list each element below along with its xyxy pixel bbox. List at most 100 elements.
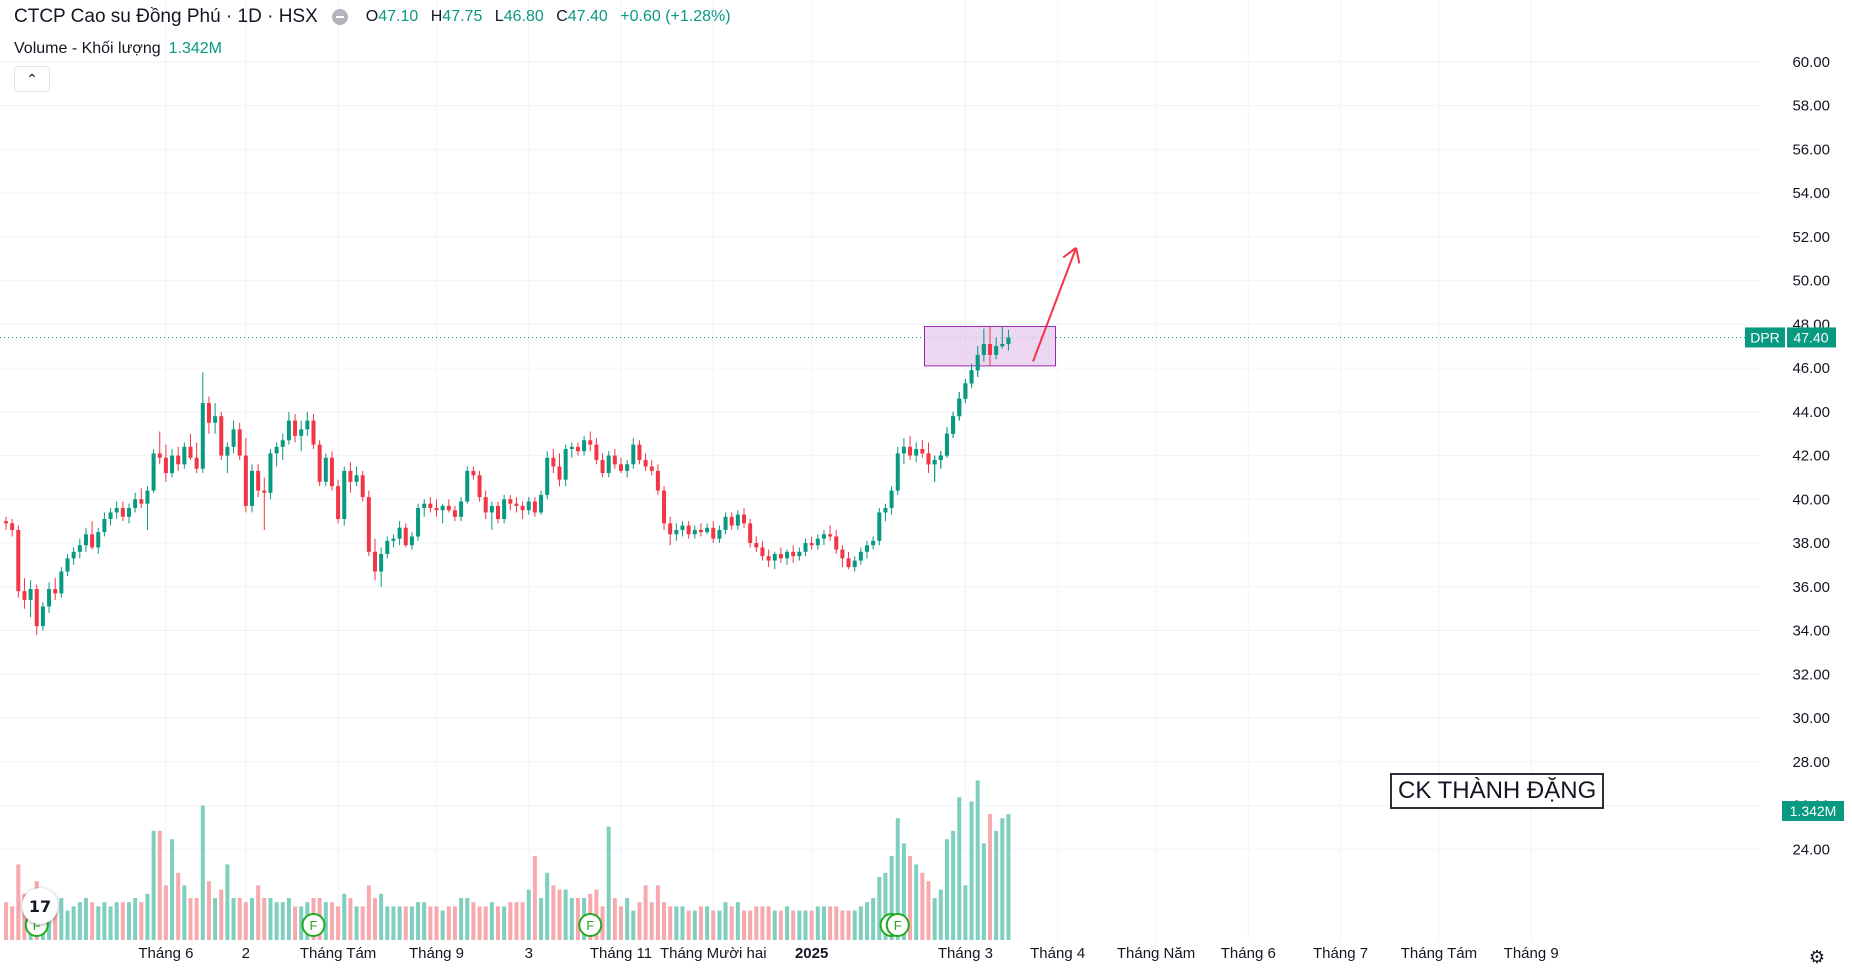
x-tick-label: Tháng 11 <box>590 945 652 962</box>
candle-body <box>397 527 402 539</box>
volume-bar <box>108 906 113 940</box>
x-tick-label: Tháng 6 <box>138 945 193 962</box>
candle-body <box>286 420 291 441</box>
trend-arrow-head <box>1062 246 1077 259</box>
candle-body <box>526 501 531 511</box>
x-tick-label: Tháng Tám <box>300 945 376 962</box>
volume-bar <box>840 910 845 940</box>
candle-body <box>323 457 328 482</box>
volume-bar <box>336 906 341 940</box>
volume-bar <box>151 830 156 940</box>
candle-body <box>649 466 654 471</box>
event-marker-label: F <box>33 918 41 933</box>
settings-gear-icon[interactable]: ⚙ <box>1808 946 1826 967</box>
volume-bar <box>748 910 753 940</box>
volume-label: Volume - Khối lượng <box>14 40 161 57</box>
candle-body <box>446 505 451 511</box>
volume-bar <box>858 906 863 940</box>
volume-bar <box>459 898 464 940</box>
candle-body <box>256 470 261 491</box>
tradingview-logo-icon[interactable]: 17 <box>22 888 58 924</box>
candle-body <box>563 449 568 480</box>
collapse-legend-button[interactable]: ⌃ <box>14 66 50 92</box>
chevron-up-icon: ⌃ <box>26 70 38 87</box>
x-tick-label: Tháng 9 <box>409 945 464 962</box>
volume-bar <box>348 898 353 940</box>
volume-bar <box>471 902 476 940</box>
volume-bar <box>114 902 119 940</box>
y-tick-label: 44.00 <box>1792 404 1830 421</box>
y-tick-label: 60.00 <box>1792 54 1830 71</box>
last-volume-label: 1.342M <box>1790 803 1837 819</box>
candle-body <box>637 444 642 460</box>
y-tick-label: 24.00 <box>1792 841 1830 858</box>
y-tick-label: 34.00 <box>1792 623 1830 640</box>
candle-body <box>108 512 113 519</box>
y-tick-label: 46.00 <box>1792 360 1830 377</box>
y-tick-label: 30.00 <box>1792 710 1830 727</box>
candle-body <box>102 518 107 533</box>
volume-bar <box>200 805 205 940</box>
volume-bar <box>692 910 697 940</box>
volume-bar <box>662 902 667 940</box>
chart-legend: CTCP Cao su Đồng Phú · 1D · HSX O47.10 H… <box>14 6 739 28</box>
volume-bar <box>96 906 101 940</box>
candle-body <box>354 475 359 482</box>
candle-body <box>299 429 304 436</box>
candle-body <box>28 588 33 600</box>
x-tick-label: Tháng 3 <box>938 945 993 962</box>
candle-body <box>373 551 377 572</box>
candle-body <box>34 588 39 627</box>
volume-bar <box>477 906 482 940</box>
volume-bar <box>403 906 408 940</box>
volume-bar <box>551 885 556 940</box>
x-tick-label: 3 <box>525 945 533 962</box>
volume-bar <box>914 864 919 940</box>
candle-body <box>791 551 796 557</box>
volume-bar <box>428 906 433 940</box>
volume-bar <box>163 885 168 940</box>
candle-body <box>631 444 636 465</box>
volume-bar <box>16 864 21 940</box>
hide-icon[interactable] <box>331 9 348 25</box>
volume-bar <box>760 906 765 940</box>
candle-body <box>16 529 21 592</box>
x-tick-label: Tháng 4 <box>1030 945 1085 962</box>
volume-bar <box>508 902 513 940</box>
volume-bar <box>299 906 304 940</box>
candle-body <box>47 588 52 607</box>
candle-body <box>194 457 199 469</box>
candle-body <box>225 446 230 456</box>
candle-body <box>588 440 593 445</box>
volume-bar <box>742 910 746 940</box>
volume-bar <box>286 898 291 940</box>
volume-bar <box>735 902 740 940</box>
y-tick-label: 36.00 <box>1792 579 1830 596</box>
volume-bar <box>532 856 537 940</box>
volume-bar <box>889 856 894 940</box>
volume-bar <box>1006 814 1011 940</box>
volume-bar <box>483 906 488 940</box>
candle-body <box>188 446 193 458</box>
y-tick-label: 42.00 <box>1792 448 1830 465</box>
x-tick-label: 2 <box>242 945 250 962</box>
candle-body <box>127 508 131 517</box>
volume-bar <box>938 889 943 940</box>
candle-body <box>83 534 88 546</box>
volume-bar <box>655 885 660 940</box>
candle-body <box>698 529 703 533</box>
candle-body <box>329 457 334 487</box>
candle-body <box>293 420 298 436</box>
volume-bar <box>643 885 648 940</box>
volume-bar <box>397 906 402 940</box>
volume-bar <box>754 906 759 940</box>
x-tick-label: Tháng 9 <box>1504 945 1559 962</box>
volume-bar <box>243 902 248 940</box>
candle-body <box>705 527 710 533</box>
candle-body <box>440 505 445 511</box>
candle-body <box>662 490 667 524</box>
candle-body <box>139 499 144 504</box>
volume-bar <box>90 902 95 940</box>
candle-body <box>668 523 673 535</box>
